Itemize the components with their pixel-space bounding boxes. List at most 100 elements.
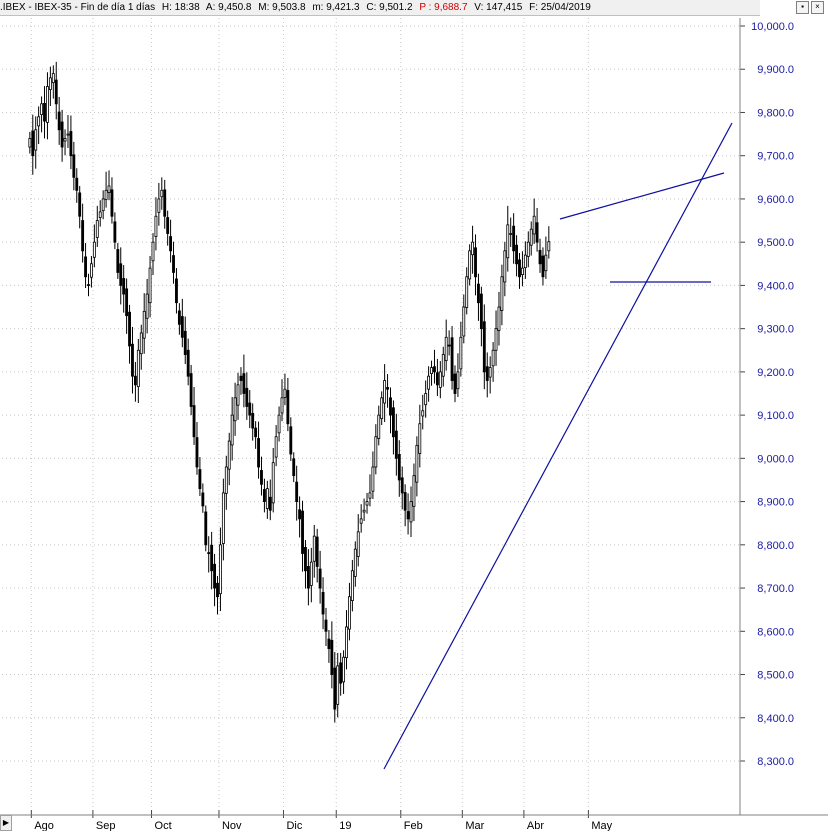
ask-label: A: 9,450.8 — [205, 2, 252, 13]
candle-body — [230, 414, 234, 446]
y-tick-label: 9,900.0 — [757, 64, 794, 76]
candle-body — [122, 278, 126, 295]
candle-body — [84, 256, 87, 278]
y-tick-label: 9,000.0 — [757, 453, 794, 465]
candle-body — [324, 619, 328, 632]
candle-body — [327, 638, 331, 649]
candle-body — [295, 481, 299, 502]
candle-body — [444, 336, 448, 362]
candle-body — [175, 278, 178, 304]
candle-body — [336, 665, 340, 705]
candle-body — [371, 466, 375, 492]
candle-body — [43, 102, 46, 122]
chart-header: .IBEX - IBEX-35 - Fin de día 1 días H: 1… — [0, 0, 760, 16]
candle-body — [359, 518, 363, 524]
y-tick-label: 9,700.0 — [757, 151, 794, 163]
candle-body — [430, 367, 433, 375]
candle-body — [133, 375, 137, 386]
y-tick-label: 9,100.0 — [757, 410, 794, 422]
y-tick-label: 8,600.0 — [757, 626, 794, 638]
candle-body — [189, 373, 193, 407]
candle-body — [160, 189, 164, 198]
y-tick-label: 9,500.0 — [757, 237, 794, 249]
symbol-label: .IBEX - IBEX-35 - Fin de día 1 días — [0, 2, 156, 13]
candle-body — [192, 405, 196, 438]
x-tick-label: Dic — [286, 820, 302, 831]
candle-body — [219, 544, 222, 595]
candle-body — [409, 501, 413, 523]
x-tick-label: Ago — [34, 820, 54, 831]
x-tick-label: Nov — [222, 820, 242, 831]
high-label: H: 18:38 — [161, 2, 200, 13]
y-tick-label: 9,300.0 — [757, 324, 794, 336]
candle-body — [441, 354, 445, 377]
candle-body — [456, 371, 460, 390]
candle-body — [383, 380, 387, 404]
candle-body — [101, 198, 105, 212]
candle-body — [518, 259, 521, 278]
candle-body — [435, 372, 439, 386]
resistance-line — [559, 172, 725, 220]
candle-body — [403, 492, 407, 511]
min-label: m: 9,421.3 — [312, 2, 360, 13]
candle-body — [48, 77, 52, 90]
candle-body — [339, 662, 343, 684]
candle-body — [51, 73, 55, 84]
candle-body — [488, 367, 492, 378]
uptrend-line — [383, 122, 733, 770]
candle-body — [438, 371, 442, 388]
candle-body — [72, 154, 76, 178]
candle-body — [535, 222, 539, 243]
candle-body — [254, 427, 258, 438]
candle-body — [221, 492, 225, 544]
candle-body — [374, 436, 378, 468]
candle-body — [544, 254, 548, 272]
candle-body — [306, 566, 310, 589]
candle-body — [260, 470, 263, 485]
candle-body — [500, 276, 504, 311]
menu-icon[interactable]: ▪ — [796, 1, 809, 14]
candle-body — [169, 236, 173, 252]
date-label: F: 25/04/2019 — [529, 2, 591, 13]
candle-body — [365, 501, 369, 506]
candle-body — [450, 337, 454, 381]
candle-body — [245, 387, 249, 407]
candle-body — [394, 430, 398, 459]
candle-body — [207, 552, 211, 555]
candle-body — [333, 667, 337, 710]
y-tick-label: 8,700.0 — [757, 583, 794, 595]
volume-label: V: 147,415 — [474, 2, 523, 13]
candle-body — [216, 582, 219, 598]
max-label: M: 9,503.8 — [258, 2, 306, 13]
candle-layer — [28, 61, 551, 723]
x-tick-label: Abr — [527, 820, 544, 831]
scroll-left-button[interactable]: ▶ — [0, 815, 12, 831]
candle-body — [523, 254, 527, 269]
candle-body — [265, 488, 269, 509]
candle-body — [274, 436, 278, 458]
candle-body — [315, 536, 319, 567]
candle-body — [186, 349, 190, 377]
close-icon[interactable]: × — [811, 1, 824, 14]
candle-body — [257, 438, 260, 468]
candle-body — [69, 131, 73, 157]
candle-body — [177, 310, 181, 325]
candle-body — [34, 129, 38, 151]
candle-body — [380, 397, 384, 419]
candle-body — [113, 221, 117, 243]
prev-close-label: P : 9,688.7 — [419, 2, 468, 13]
candle-body — [166, 217, 170, 234]
candle-body — [309, 561, 313, 586]
candle-body — [92, 241, 96, 258]
candle-body — [301, 510, 304, 554]
candle-body — [459, 336, 463, 370]
candle-body — [304, 547, 307, 572]
candle-body — [242, 373, 246, 394]
candle-body — [353, 548, 357, 577]
candle-body — [491, 349, 495, 367]
candle-body — [377, 414, 381, 439]
candle-body — [538, 249, 542, 265]
y-tick-label: 9,200.0 — [757, 367, 794, 379]
candle-body — [233, 397, 237, 422]
candle-body — [271, 462, 275, 504]
